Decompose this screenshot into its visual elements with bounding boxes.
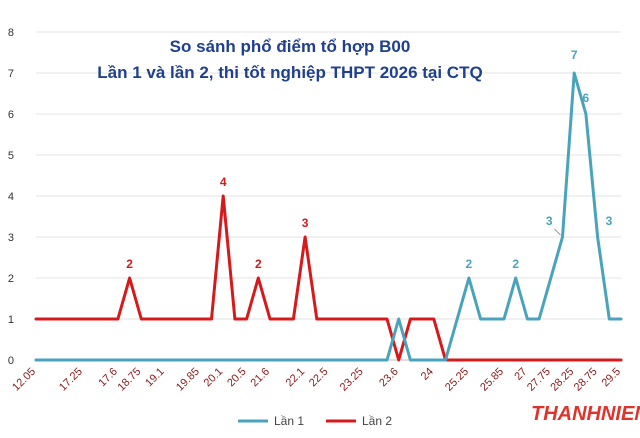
- x-axis: 12.05 17.25 17.618.75 19.1 19.85 20.1 20.5 21.6…: [10, 366, 623, 394]
- x-tick-label: 23.25: [338, 366, 366, 394]
- x-tick-label: 22.5: [307, 366, 331, 390]
- data-label: 2: [512, 257, 519, 271]
- data-label: 2: [255, 257, 262, 271]
- legend: Lần 1 Lần 2: [238, 414, 392, 428]
- y-tick-label: 3: [8, 232, 14, 244]
- y-tick-label: 8: [8, 27, 14, 39]
- watermark-text: THANHNIEN: [531, 403, 640, 425]
- x-tick-label: 19.1: [143, 366, 167, 390]
- series-lines: [34, 71, 623, 362]
- data-labels: 2 4 2 3 2 2 3 7 6 3: [126, 48, 612, 271]
- data-label: 6: [583, 91, 590, 105]
- data-label: 2: [126, 257, 133, 271]
- data-label: 3: [302, 216, 309, 230]
- x-tick-label: 23.6: [377, 366, 401, 390]
- gridlines: [36, 31, 621, 361]
- x-tick-label: 24: [419, 366, 436, 383]
- x-tick-label: 25.85: [478, 366, 506, 394]
- y-tick-label: 1: [8, 314, 14, 326]
- y-tick-label: 7: [8, 68, 14, 80]
- chart-subtitle: Lần 1 và lần 2, thi tốt nghiệp THPT 2026…: [97, 63, 482, 82]
- x-tick-label: 20.1: [202, 366, 226, 390]
- legend-label-lan-1: Lần 1: [274, 414, 304, 428]
- x-tick-label: 25.25: [443, 366, 471, 394]
- series-line-1: [34, 71, 623, 362]
- chart-title: So sánh phổ điểm tổ hợp B00: [170, 37, 411, 56]
- y-tick-label: 5: [8, 150, 14, 162]
- legend-label-lan-2: Lần 2: [362, 414, 392, 428]
- y-axis: 0 1 2 3 4 5 6 7 8: [8, 27, 14, 367]
- x-tick-label: 22.1: [284, 366, 308, 390]
- x-tick-label: 28.25: [548, 366, 576, 394]
- x-tick-label: 18.75: [115, 366, 143, 394]
- x-tick-label: 21.6: [248, 366, 272, 390]
- y-tick-label: 6: [8, 109, 14, 121]
- data-label: 7: [571, 48, 578, 62]
- watermark-logo: THANHNIEN: [531, 403, 640, 425]
- x-tick-label: 29.5: [599, 366, 623, 390]
- x-tick-label: 28.75: [572, 366, 600, 394]
- x-tick-label: 27: [512, 366, 529, 383]
- data-label: 4: [220, 175, 227, 189]
- x-tick-label: 19.85: [174, 366, 202, 394]
- series-line-2: [34, 194, 623, 362]
- data-label: 2: [466, 257, 473, 271]
- x-tick-label: 20.5: [225, 366, 249, 390]
- y-tick-label: 2: [8, 273, 14, 285]
- y-tick-label: 0: [8, 355, 14, 367]
- y-tick-label: 4: [8, 191, 14, 203]
- data-label: 3: [546, 214, 553, 228]
- x-tick-label: 17.25: [57, 366, 85, 394]
- data-label: 3: [606, 214, 613, 228]
- x-tick-label: 12.05: [10, 366, 38, 394]
- data-label-leader: [554, 228, 561, 236]
- x-tick-label: 27.75: [525, 366, 553, 394]
